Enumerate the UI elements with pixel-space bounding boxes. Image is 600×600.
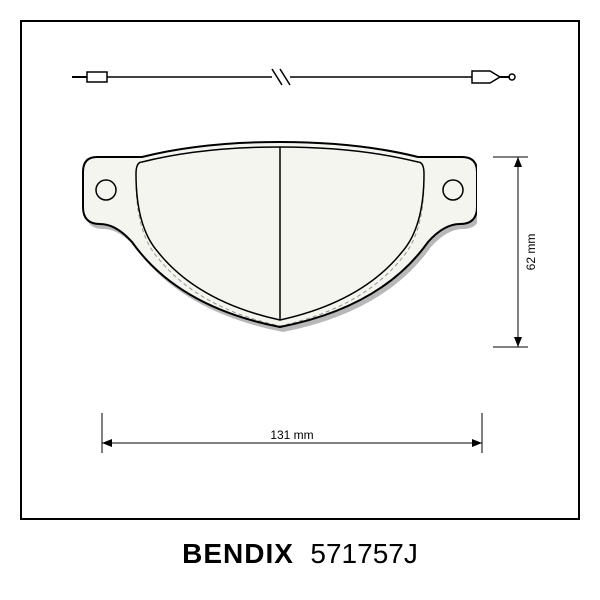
part-number: 571757J [310,538,417,569]
dimension-height: 62 mm [493,152,553,352]
sensor-wire [72,57,518,102]
dimension-width: 131 mm [97,413,487,478]
footer: BENDIX 571757J [0,538,600,570]
brand-name: BENDIX [182,538,294,569]
width-label: 131 mm [270,428,313,442]
height-label: 62 mm [524,234,538,271]
diagram-frame: 131 mm 62 mm [20,20,580,520]
brake-pad [82,132,477,372]
